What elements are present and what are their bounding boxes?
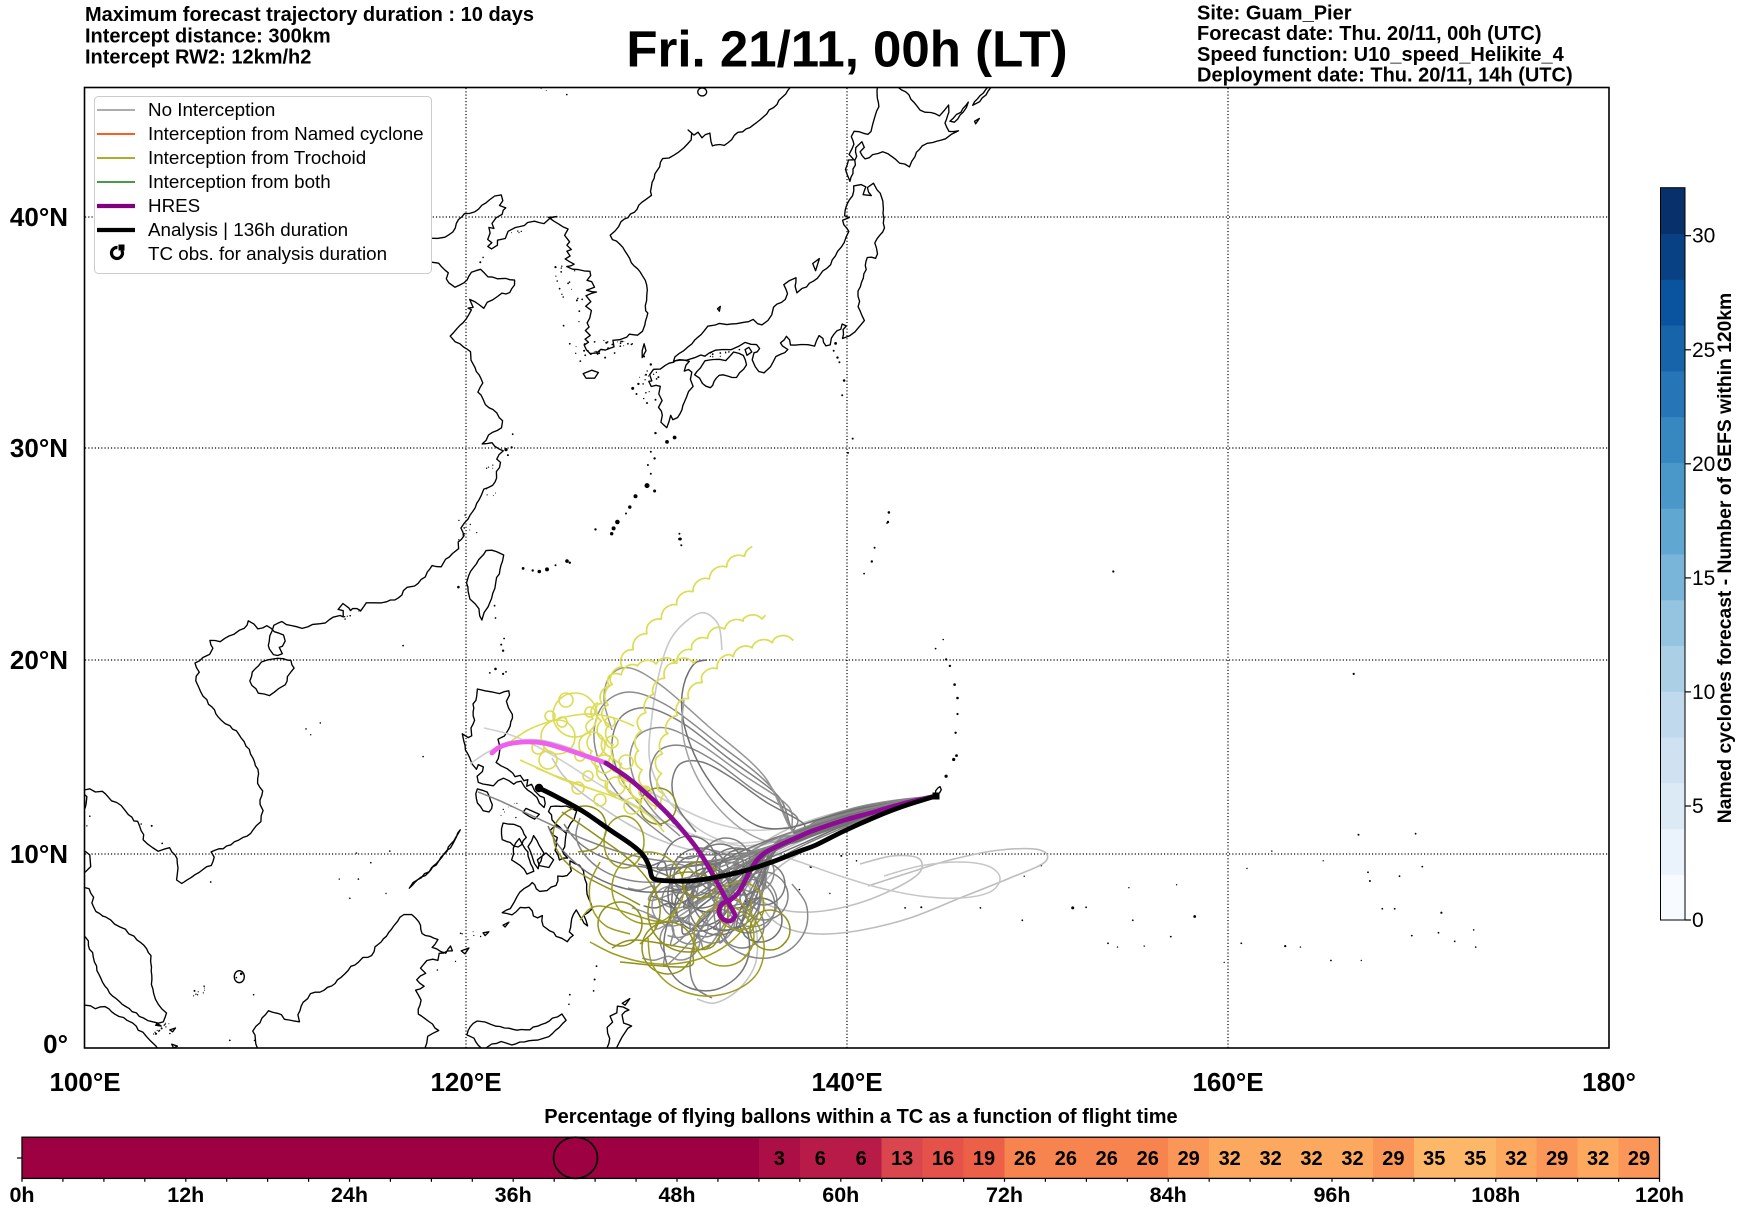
svg-text:15: 15 xyxy=(1692,567,1715,590)
svg-text:0°: 0° xyxy=(43,1029,68,1059)
svg-text:3: 3 xyxy=(774,1148,785,1170)
svg-text:180°: 180° xyxy=(1582,1067,1636,1097)
svg-text:35: 35 xyxy=(1423,1148,1445,1170)
svg-text:29: 29 xyxy=(1628,1148,1650,1170)
svg-text:10°N: 10°N xyxy=(10,839,68,869)
svg-text:96h: 96h xyxy=(1313,1183,1350,1207)
svg-text:24h: 24h xyxy=(331,1183,368,1207)
svg-text:120h: 120h xyxy=(1635,1183,1684,1207)
svg-text:48h: 48h xyxy=(658,1183,695,1207)
svg-text:Intercept distance: 300km: Intercept distance: 300km xyxy=(85,25,331,47)
svg-text:120°E: 120°E xyxy=(430,1067,501,1097)
svg-text:140°E: 140°E xyxy=(811,1067,882,1097)
svg-text:25: 25 xyxy=(1692,339,1715,362)
svg-text:32: 32 xyxy=(1587,1148,1609,1170)
svg-text:13: 13 xyxy=(891,1148,913,1170)
svg-text:5: 5 xyxy=(1692,795,1704,818)
svg-text:Maximum forecast trajectory du: Maximum forecast trajectory duration : 1… xyxy=(85,4,534,26)
svg-text:19: 19 xyxy=(973,1148,995,1170)
svg-text:35: 35 xyxy=(1464,1148,1486,1170)
svg-text:TC obs. for analysis duration: TC obs. for analysis duration xyxy=(148,243,387,264)
svg-text:0h: 0h xyxy=(9,1183,34,1207)
svg-text:Percentage of flying ballons w: Percentage of flying ballons within a TC… xyxy=(544,1106,1177,1128)
svg-text:26: 26 xyxy=(1096,1148,1118,1170)
svg-text:160°E: 160°E xyxy=(1192,1067,1263,1097)
svg-text:40°N: 40°N xyxy=(10,202,68,232)
svg-text:Interception from Named cyclon: Interception from Named cyclone xyxy=(148,123,424,144)
svg-text:29: 29 xyxy=(1546,1148,1568,1170)
svg-text:84h: 84h xyxy=(1150,1183,1187,1207)
svg-text:12h: 12h xyxy=(167,1183,204,1207)
svg-text:No Interception: No Interception xyxy=(148,99,275,120)
svg-text:HRES: HRES xyxy=(148,195,200,216)
svg-text:32: 32 xyxy=(1219,1148,1241,1170)
svg-text:60h: 60h xyxy=(822,1183,859,1207)
svg-text:32: 32 xyxy=(1300,1148,1322,1170)
svg-text:30: 30 xyxy=(1692,225,1715,248)
svg-text:32: 32 xyxy=(1259,1148,1281,1170)
svg-text:30°N: 30°N xyxy=(10,433,68,463)
svg-text:32: 32 xyxy=(1505,1148,1527,1170)
svg-text:72h: 72h xyxy=(986,1183,1023,1207)
svg-text:Deployment date: Thu. 20/11, 1: Deployment date: Thu. 20/11, 14h (UTC) xyxy=(1197,64,1573,86)
svg-text:Analysis | 136h duration: Analysis | 136h duration xyxy=(148,219,348,240)
svg-text:36h: 36h xyxy=(495,1183,532,1207)
svg-text:108h: 108h xyxy=(1471,1183,1520,1207)
svg-text:0: 0 xyxy=(1692,909,1704,932)
svg-text:100°E: 100°E xyxy=(49,1067,120,1097)
svg-text:6: 6 xyxy=(856,1148,867,1170)
svg-text:Interception from both: Interception from both xyxy=(148,171,331,192)
svg-text:10: 10 xyxy=(1692,681,1715,704)
svg-text:Named cyclones forecast - Numb: Named cyclones forecast - Number of GEFS… xyxy=(1715,293,1736,823)
svg-text:16: 16 xyxy=(932,1148,954,1170)
svg-text:Intercept RW2: 12km/h2: Intercept RW2: 12km/h2 xyxy=(85,47,311,69)
svg-text:Fri. 21/11, 00h (LT): Fri. 21/11, 00h (LT) xyxy=(626,21,1067,78)
svg-text:29: 29 xyxy=(1382,1148,1404,1170)
svg-text:Speed function: U10_speed_Heli: Speed function: U10_speed_Helikite_4 xyxy=(1197,44,1565,66)
svg-text:Interception from Trochoid: Interception from Trochoid xyxy=(148,147,366,168)
svg-text:6: 6 xyxy=(815,1148,826,1170)
svg-text:20°N: 20°N xyxy=(10,645,68,675)
svg-text:32: 32 xyxy=(1341,1148,1363,1170)
svg-text:Forecast date: Thu. 20/11, 00h: Forecast date: Thu. 20/11, 00h (UTC) xyxy=(1197,23,1542,45)
svg-text:29: 29 xyxy=(1178,1148,1200,1170)
svg-text:20: 20 xyxy=(1692,453,1715,476)
svg-text:Site: Guam_Pier: Site: Guam_Pier xyxy=(1197,2,1352,24)
svg-text:26: 26 xyxy=(1055,1148,1077,1170)
svg-text:26: 26 xyxy=(1014,1148,1036,1170)
svg-text:26: 26 xyxy=(1137,1148,1159,1170)
